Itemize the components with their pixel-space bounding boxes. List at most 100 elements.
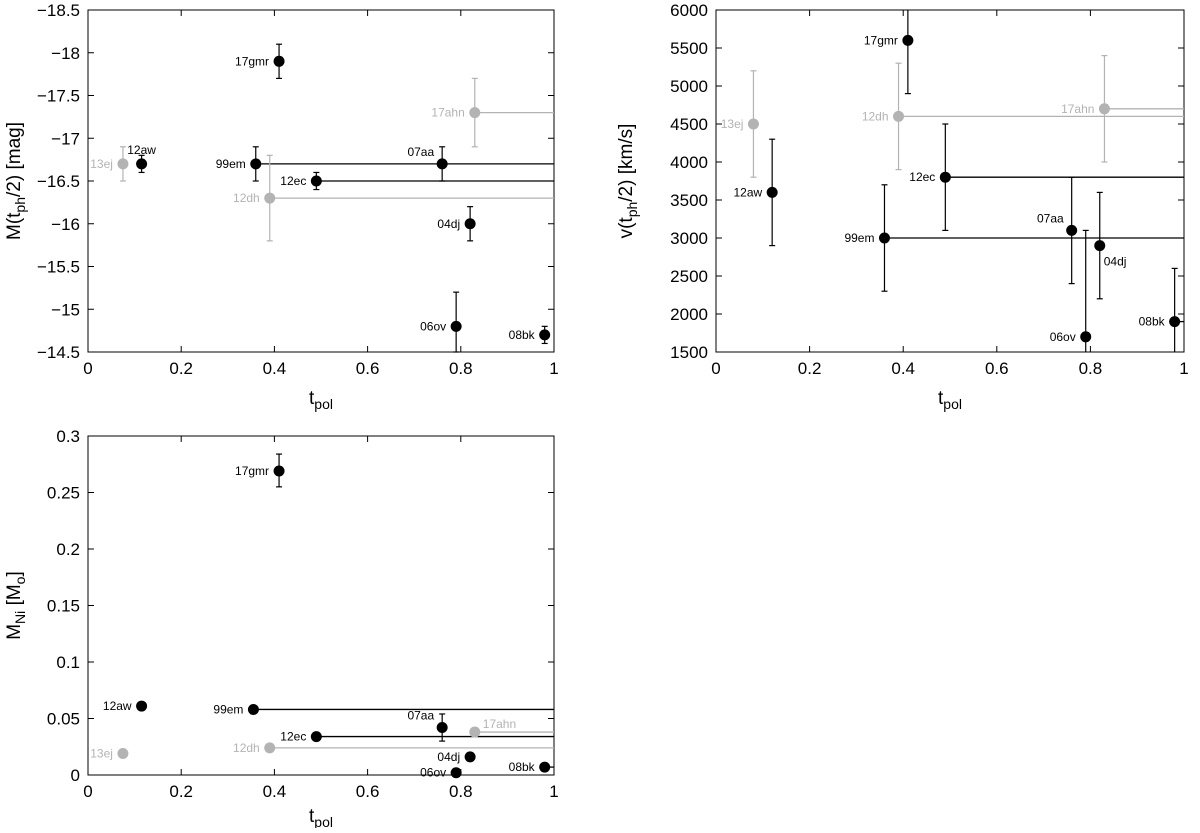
y-tick-label: 2500 bbox=[670, 267, 708, 286]
y-tick-label: 4500 bbox=[670, 115, 708, 134]
x-tick-label: 0.6 bbox=[356, 359, 380, 378]
data-point bbox=[1094, 240, 1106, 252]
point-label: 12aw bbox=[127, 143, 156, 157]
y-axis-label-main: ] bbox=[4, 571, 25, 576]
y-axis-label-subscript: o bbox=[12, 576, 28, 584]
point-label: 07aa bbox=[1037, 211, 1064, 225]
point-label: 99em bbox=[216, 157, 246, 171]
data-point bbox=[136, 158, 148, 170]
point-label: 12ec bbox=[280, 174, 306, 188]
point-label: 06ov bbox=[420, 766, 446, 780]
y-tick-label: 1500 bbox=[670, 343, 708, 362]
point-label: 17ahn bbox=[431, 106, 464, 120]
y-axis-label-main: v(t bbox=[616, 217, 637, 239]
point-label: 13ej bbox=[721, 117, 744, 131]
y-axis-label-subscript: ph bbox=[12, 197, 28, 213]
point-label: 17ahn bbox=[1061, 102, 1094, 116]
point-label: 12dh bbox=[233, 741, 260, 755]
y-tick-label: −16 bbox=[51, 215, 80, 234]
panel-velocity: 0 0.2 0.4 0.6 0.8 1 1500 2000 2500 3000 3500 4000 45… bbox=[616, 1, 1189, 412]
y-axis-label-subscript: ph bbox=[624, 202, 640, 218]
y-tick-label: 0.25 bbox=[47, 484, 80, 503]
x-tick-label: 0.8 bbox=[1079, 359, 1103, 378]
point-label: 12dh bbox=[233, 191, 260, 205]
x-tick-label: 1 bbox=[549, 782, 558, 801]
x-tick-label: 1 bbox=[549, 359, 558, 378]
y-axis-label-subscript: Ni bbox=[12, 611, 28, 624]
y-tick-label: 5500 bbox=[670, 39, 708, 58]
y-tick-label: 0.3 bbox=[56, 427, 80, 446]
panel-magnitude: 0 0.2 0.4 0.6 0.8 1 −18.5 −18 −17.5 −17 −16.5 −16 −1… bbox=[4, 1, 559, 412]
y-axis-label-main: /2) [km/s] bbox=[616, 124, 637, 202]
data-point bbox=[1080, 331, 1092, 343]
y-tick-label: −17 bbox=[51, 129, 80, 148]
data-point bbox=[893, 110, 905, 122]
point-label: 07aa bbox=[407, 145, 434, 159]
y-axis-label: v(tph/2) [km/s] bbox=[616, 124, 640, 239]
point-label: 12aw bbox=[733, 185, 762, 199]
point-label: 17gmr bbox=[864, 33, 898, 47]
y-tick-label: 6000 bbox=[670, 1, 708, 20]
point-label: 08bk bbox=[1139, 315, 1166, 329]
plot-frame bbox=[715, 9, 1185, 353]
x-tick-label: 0.4 bbox=[891, 359, 915, 378]
data-point bbox=[264, 742, 276, 754]
x-tick-label: 1 bbox=[1179, 359, 1188, 378]
y-tick-label: 0.1 bbox=[56, 653, 80, 672]
data-point bbox=[1098, 103, 1110, 115]
y-tick-label: 5000 bbox=[670, 77, 708, 96]
point-label: 08bk bbox=[509, 328, 536, 342]
data-point bbox=[450, 767, 462, 779]
point-label: 17gmr bbox=[235, 54, 269, 68]
point-label: 12dh bbox=[862, 109, 889, 123]
data-point bbox=[436, 722, 448, 734]
y-axis-label: M(tph/2) [mag] bbox=[4, 122, 28, 240]
x-tick-label: 0.2 bbox=[798, 359, 822, 378]
point-label: 12ec bbox=[280, 730, 306, 744]
y-tick-label: −18.5 bbox=[37, 1, 80, 20]
x-axis-label-subscript: pol bbox=[314, 396, 333, 412]
point-label: 08bk bbox=[509, 760, 536, 774]
x-tick-label: 0.2 bbox=[169, 359, 193, 378]
y-tick-label: −17.5 bbox=[37, 87, 80, 106]
y-axis-label-main: M(t bbox=[4, 212, 25, 240]
point-label: 13ej bbox=[90, 157, 113, 171]
y-tick-label: 0.05 bbox=[47, 710, 80, 729]
x-axis-label: tpol bbox=[309, 806, 333, 828]
y-axis-label-main: M bbox=[4, 624, 25, 640]
point-label: 04dj bbox=[437, 750, 460, 764]
data-point bbox=[902, 34, 914, 46]
data-point bbox=[250, 158, 262, 170]
y-tick-label: 0.15 bbox=[47, 597, 80, 616]
x-axis-label-subscript: pol bbox=[314, 814, 333, 828]
data-point bbox=[539, 329, 551, 341]
data-point bbox=[264, 192, 276, 204]
data-point bbox=[117, 748, 129, 760]
data-point bbox=[450, 320, 462, 332]
y-tick-label: −16.5 bbox=[37, 172, 80, 191]
data-point bbox=[469, 107, 481, 119]
x-axis-label: tpol bbox=[309, 388, 333, 412]
x-axis-label-main: t bbox=[938, 388, 944, 409]
y-tick-label: −15 bbox=[51, 300, 80, 319]
data-point bbox=[247, 703, 259, 715]
y-tick-label: −14.5 bbox=[37, 343, 80, 362]
y-tick-label: 4000 bbox=[670, 153, 708, 172]
point-label: 06ov bbox=[420, 319, 446, 333]
x-tick-label: 0 bbox=[711, 359, 720, 378]
panel-nickel-mass: 0 0.2 0.4 0.6 0.8 1 0 0.05 0.1 0.15 0.2 0.25 0.3 tpol… bbox=[4, 427, 559, 830]
point-label: 07aa bbox=[407, 709, 434, 723]
x-tick-label: 0 bbox=[83, 359, 92, 378]
data-point bbox=[766, 186, 778, 198]
data-point bbox=[273, 465, 285, 477]
data-point bbox=[747, 118, 759, 130]
x-tick-label: 0.6 bbox=[985, 359, 1009, 378]
data-point bbox=[469, 726, 481, 738]
x-tick-label: 0.2 bbox=[169, 782, 193, 801]
data-point bbox=[136, 700, 148, 712]
data-point bbox=[539, 761, 551, 773]
data-point bbox=[273, 55, 285, 67]
data-point bbox=[1066, 224, 1078, 236]
